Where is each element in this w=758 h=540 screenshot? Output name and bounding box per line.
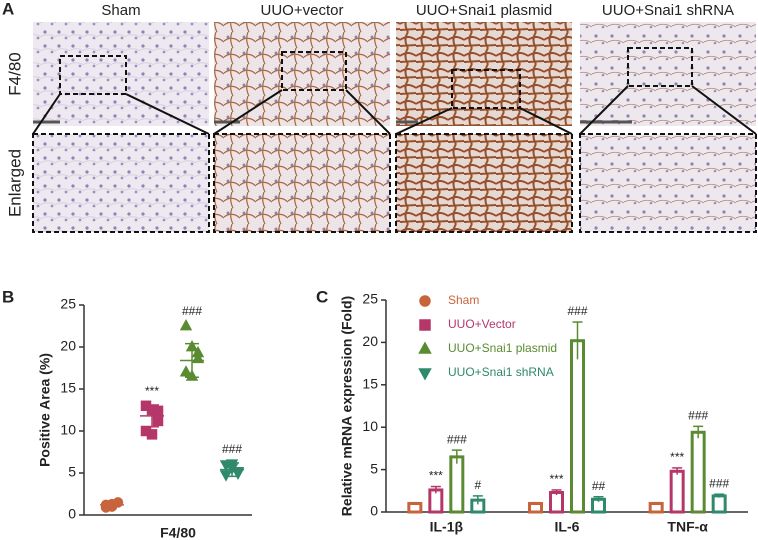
data-point — [179, 365, 193, 377]
column-label: UUO+Snai1 shRNA — [602, 2, 734, 19]
bar — [528, 502, 543, 514]
y-tick-label: 15 — [362, 376, 378, 392]
legend-label: Sham — [448, 293, 479, 307]
significance: ### — [709, 476, 729, 490]
y-tick-label: 0 — [370, 503, 378, 519]
legend-marker — [419, 295, 431, 307]
micrograph-enlarged — [396, 134, 572, 232]
significance: *** — [670, 450, 684, 464]
bar — [669, 469, 685, 514]
y-tick-label: 10 — [60, 422, 76, 438]
data-point — [146, 429, 158, 440]
x-axis-label: F4/80 — [160, 525, 196, 540]
data-point — [179, 319, 193, 331]
significance: ### — [567, 304, 587, 318]
micrograph-enlarged — [580, 134, 756, 232]
legend-label: UUO+Snai1 shRNA — [448, 365, 554, 379]
enlarged-frame — [579, 133, 757, 233]
panel-label: C — [316, 287, 328, 306]
bar — [711, 494, 727, 514]
significance: *** — [429, 469, 443, 483]
zoom-line — [579, 85, 629, 135]
zoom-box — [451, 69, 521, 109]
bar — [549, 490, 564, 514]
column-label: Sham — [101, 2, 140, 19]
row-label: Enlarged — [5, 149, 24, 217]
zoom-box — [627, 47, 693, 87]
bar — [407, 502, 423, 514]
y-tick-label: 5 — [68, 464, 76, 480]
data-point — [191, 345, 205, 358]
data-point — [152, 415, 164, 427]
x-tick-label: TNF-α — [667, 519, 708, 535]
enlarged-frame — [213, 133, 391, 233]
significance: ### — [447, 432, 467, 446]
y-tick-label: 10 — [362, 418, 378, 434]
data-point — [219, 470, 233, 482]
y-tick-label: 20 — [362, 333, 378, 349]
legend-marker — [419, 319, 431, 331]
x-tick-label: IL-1β — [430, 519, 464, 535]
y-tick-label: 25 — [60, 296, 76, 312]
significance: ### — [688, 409, 708, 423]
bar — [570, 339, 585, 514]
row-label: F4/80 — [5, 52, 24, 95]
y-tick-label: 20 — [60, 338, 76, 354]
y-tick-label: 5 — [370, 460, 378, 476]
panel-label: B — [2, 287, 14, 306]
bar — [648, 502, 664, 514]
column-label: UUO+vector — [261, 2, 344, 19]
zoom-line — [213, 89, 283, 135]
data-point — [152, 405, 164, 417]
micrograph — [580, 22, 756, 126]
micrograph — [33, 22, 209, 126]
legend-marker — [418, 341, 432, 354]
y-tick-label: 25 — [362, 291, 378, 307]
enlarged-frame — [395, 133, 573, 233]
zoom-line — [32, 93, 61, 135]
significance: ### — [222, 442, 242, 456]
significance: # — [474, 478, 481, 492]
bar — [449, 455, 465, 514]
y-tick-label: 0 — [68, 506, 76, 522]
significance: *** — [549, 472, 563, 486]
x-tick-label: IL-6 — [555, 519, 580, 535]
micrograph-enlarged — [214, 134, 390, 232]
micrograph — [396, 22, 572, 126]
zoom-box — [281, 51, 347, 91]
zoom-line — [345, 89, 391, 135]
column-label: UUO+Snai1 plasmid — [416, 2, 552, 19]
panel-label: A — [2, 0, 14, 18]
legend-label: UUO+Snai1 plasmid — [448, 341, 557, 355]
zoom-line — [125, 93, 210, 135]
enlarged-frame — [32, 133, 210, 233]
significance: ### — [182, 304, 202, 318]
micrograph — [214, 22, 390, 126]
zoom-line — [519, 107, 573, 135]
significance: ## — [592, 479, 606, 493]
legend-label: UUO+Vector — [448, 317, 516, 331]
zoom-line — [691, 85, 757, 135]
y-axis-label: Relative mRNA expression (Fold) — [339, 296, 355, 516]
legend-marker — [418, 368, 432, 381]
micrograph-enlarged — [33, 134, 209, 232]
zoom-line — [395, 107, 453, 135]
y-axis-label: Positive Area (%) — [37, 353, 53, 467]
y-tick-label: 15 — [60, 380, 76, 396]
zoom-box — [59, 55, 127, 95]
significance: *** — [145, 384, 159, 398]
bar — [690, 430, 706, 514]
